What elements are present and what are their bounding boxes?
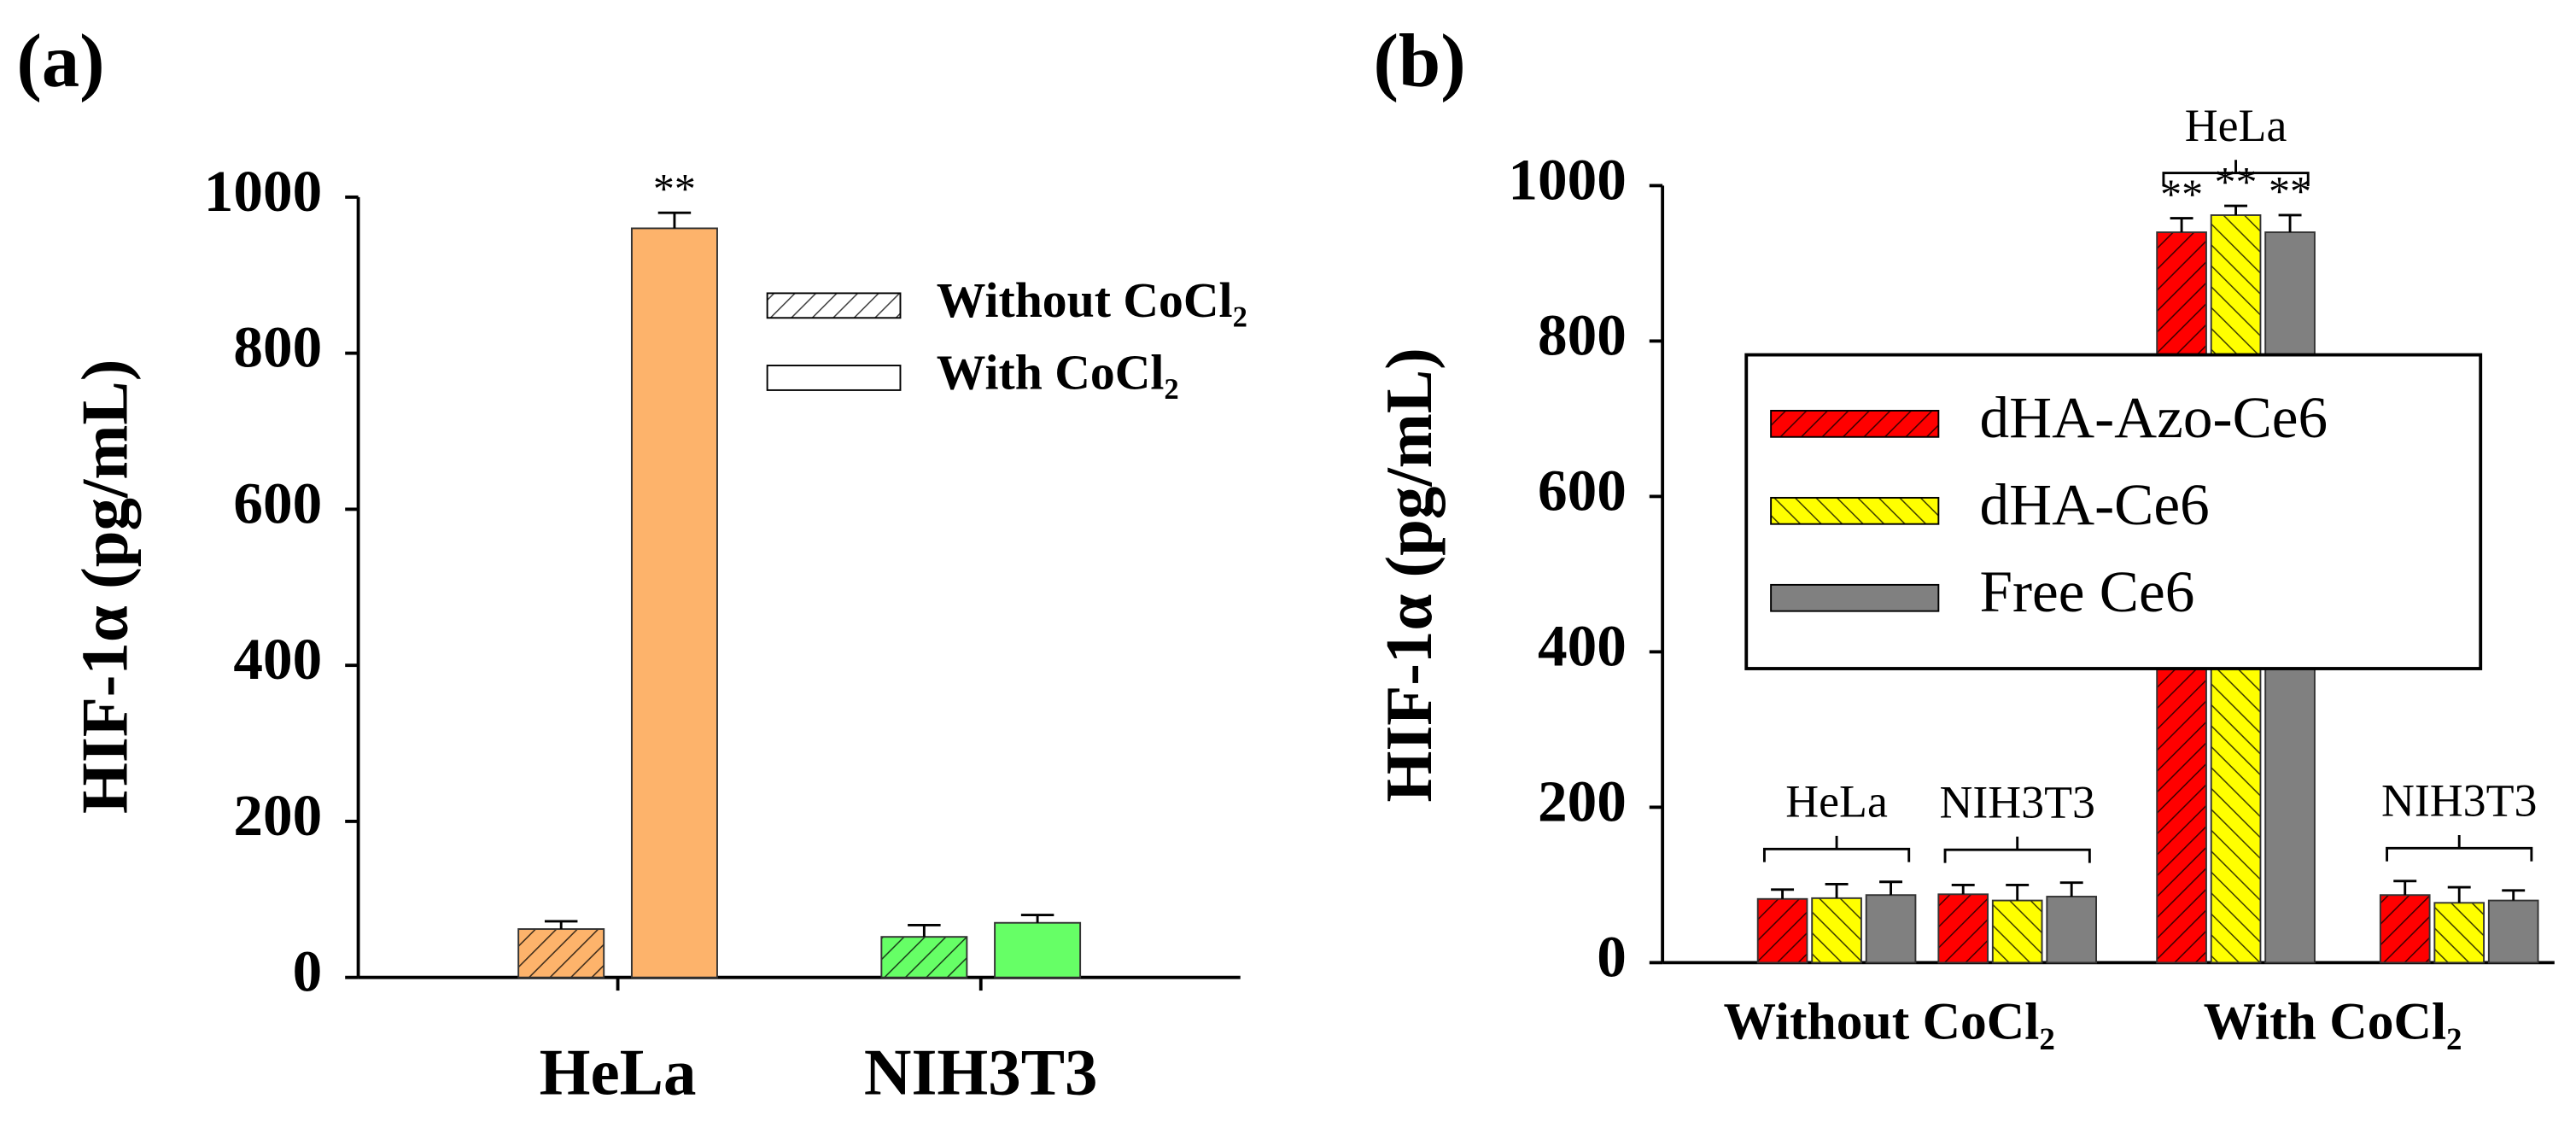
y-tick-label: 800 xyxy=(1538,301,1627,367)
legend-swatch xyxy=(766,292,902,319)
significance-label: ** xyxy=(653,165,696,213)
legend-swatch xyxy=(766,365,902,391)
bar xyxy=(1991,899,2043,964)
bar xyxy=(994,921,1082,979)
legend-label: Free Ce6 xyxy=(1979,558,2194,624)
bar xyxy=(1756,897,1808,964)
bar xyxy=(1811,897,1862,964)
y-tick-label: 200 xyxy=(233,782,322,848)
x-tick-label: NIH3T3 xyxy=(864,1036,1098,1109)
y-axis-label: HIF-1α (pg/mL) xyxy=(1372,348,1446,802)
category-label: NIH3T3 xyxy=(2381,775,2537,827)
chart: (a) HIF-1α (pg/mL) 0 200 400 600 800 1000 ** HeLa… xyxy=(16,20,1247,1109)
legend-label: dHA-Azo-Ce6 xyxy=(1979,384,2328,450)
bracket xyxy=(1943,836,2091,863)
legend-label: Without CoCl₂ xyxy=(937,274,1247,328)
legend-swatch xyxy=(1770,496,1940,525)
y-tick-label: 400 xyxy=(1538,612,1627,678)
legend-label: dHA-Ce6 xyxy=(1979,471,2209,537)
y-tick-label: 200 xyxy=(1538,768,1627,833)
bar xyxy=(630,227,718,979)
panel-label: (a) xyxy=(16,20,104,103)
y-axis-label: HIF-1α (pg/mL) xyxy=(68,359,142,814)
category-label: HeLa xyxy=(2185,100,2287,151)
y-tick-label: 600 xyxy=(1538,457,1627,523)
chart: (b) HIF-1α (pg/mL) 0 200 400 600 800 1000 HeLa NI… xyxy=(1372,20,2555,1051)
y-tick-label: 1000 xyxy=(1508,146,1627,212)
y-tick-label: 600 xyxy=(233,470,322,535)
legend-swatch xyxy=(1770,410,1940,438)
bar xyxy=(2487,899,2539,964)
bar xyxy=(880,936,968,979)
bracket xyxy=(1762,835,1911,862)
y-tick-label: 400 xyxy=(233,626,322,692)
bar xyxy=(2046,896,2098,964)
category-label: NIH3T3 xyxy=(1939,777,2095,828)
y-tick-label: 1000 xyxy=(204,158,323,224)
significance-label: ** xyxy=(2269,167,2311,214)
legend-label: With CoCl₂ xyxy=(937,347,1179,400)
legend-swatch xyxy=(1770,583,1940,612)
significance-label: ** xyxy=(2160,170,2203,218)
bar xyxy=(1937,893,1989,964)
y-tick-label: 0 xyxy=(1597,923,1627,989)
group-label: With CoCl₂ xyxy=(2204,993,2462,1051)
bar xyxy=(517,928,605,979)
category-label: HeLa xyxy=(1785,776,1888,827)
bar xyxy=(1865,894,1917,964)
bar xyxy=(2433,902,2485,964)
x-tick-label: HeLa xyxy=(540,1036,697,1109)
y-tick-label: 800 xyxy=(233,314,322,380)
group-label: Without CoCl₂ xyxy=(1723,993,2054,1051)
bracket xyxy=(2162,160,2310,186)
bracket xyxy=(2386,834,2533,862)
panel-label: (b) xyxy=(1374,20,1466,103)
bar xyxy=(2379,894,2431,964)
y-tick-label: 0 xyxy=(293,938,323,1004)
